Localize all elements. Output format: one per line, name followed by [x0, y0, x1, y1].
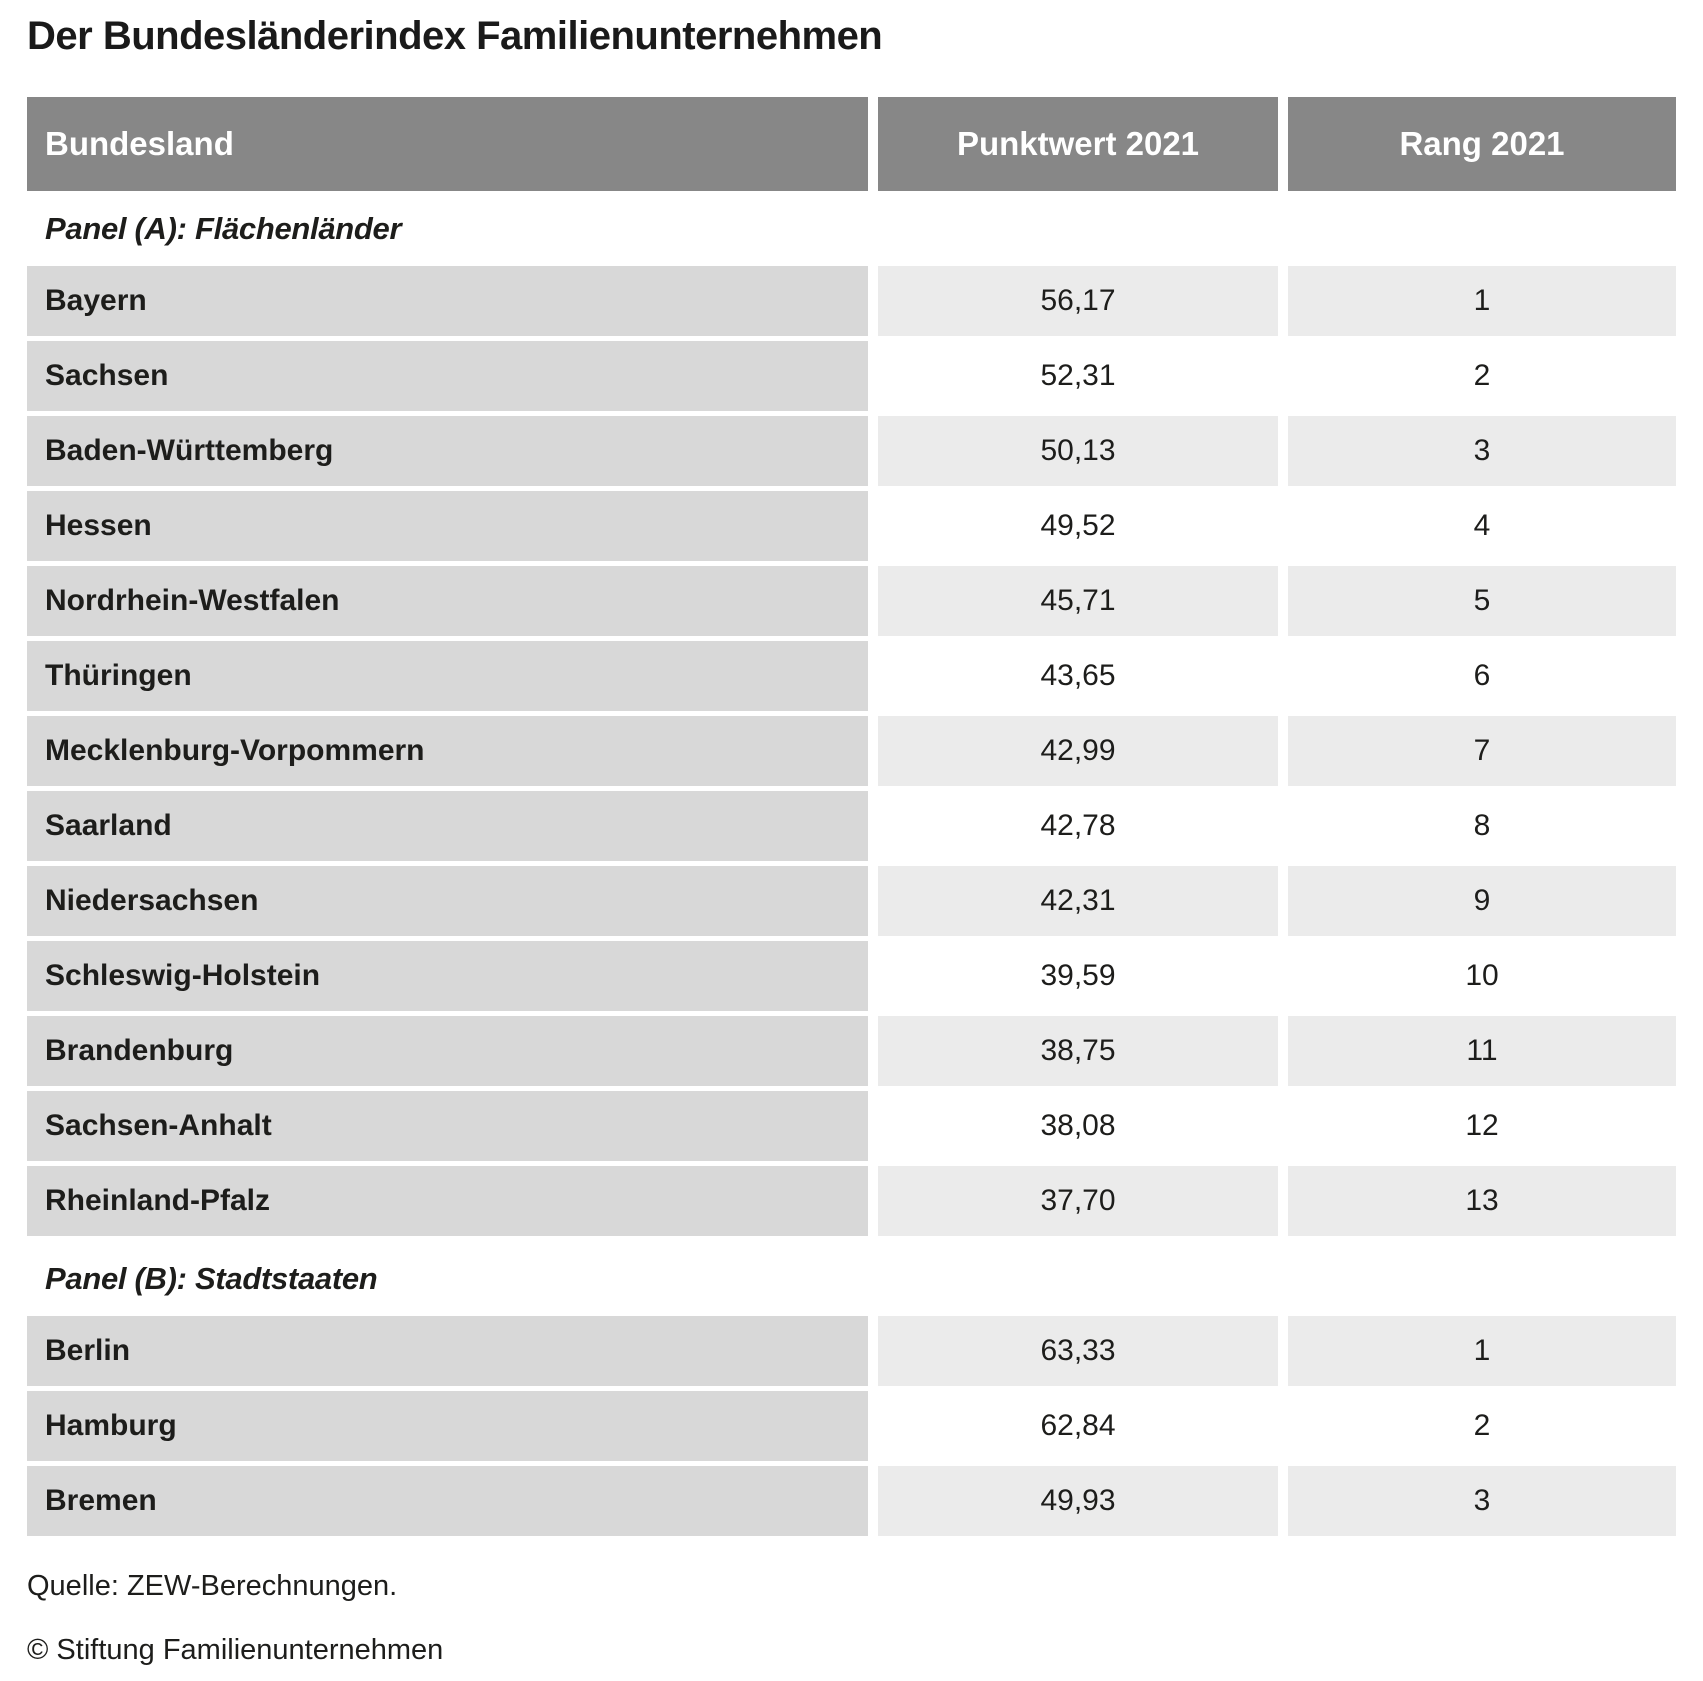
bundesland-name: Mecklenburg-Vorpommern [27, 716, 868, 786]
table-footer: Quelle: ZEW-Berechnungen. © Stiftung Fam… [27, 1570, 1676, 1666]
punktwert-value: 49,52 [878, 491, 1278, 561]
table-row: Berlin 63,33 1 [27, 1316, 1676, 1386]
bundesland-name: Sachsen-Anhalt [27, 1091, 868, 1161]
punktwert-value: 49,93 [878, 1466, 1278, 1536]
table-row: Brandenburg 38,75 11 [27, 1016, 1676, 1086]
column-header-rang: Rang 2021 [1288, 97, 1676, 191]
bundesland-name: Hamburg [27, 1391, 868, 1461]
bundesland-name: Baden-Württemberg [27, 416, 868, 486]
panel-a-rows: Bayern 56,17 1 Sachsen 52,31 2 Baden-Wür… [27, 266, 1676, 1236]
rang-value: 6 [1288, 641, 1676, 711]
table-row: Rheinland-Pfalz 37,70 13 [27, 1166, 1676, 1236]
punktwert-value: 45,71 [878, 566, 1278, 636]
table-row: Sachsen-Anhalt 38,08 12 [27, 1091, 1676, 1161]
rang-value: 10 [1288, 941, 1676, 1011]
table-row: Hessen 49,52 4 [27, 491, 1676, 561]
rang-value: 5 [1288, 566, 1676, 636]
punktwert-value: 62,84 [878, 1391, 1278, 1461]
panel-a-label: Panel (A): Flächenländer [45, 210, 402, 246]
table-row: Mecklenburg-Vorpommern 42,99 7 [27, 716, 1676, 786]
rang-value: 3 [1288, 1466, 1676, 1536]
bundesland-name: Saarland [27, 791, 868, 861]
bundesland-name: Niedersachsen [27, 866, 868, 936]
table-header-row: Bundesland Punktwert 2021 Rang 2021 [27, 97, 1676, 191]
rang-value: 1 [1288, 1316, 1676, 1386]
punktwert-value: 56,17 [878, 266, 1278, 336]
rang-value: 2 [1288, 341, 1676, 411]
punktwert-value: 42,78 [878, 791, 1278, 861]
punktwert-value: 42,99 [878, 716, 1278, 786]
bundesland-name: Rheinland-Pfalz [27, 1166, 868, 1236]
rang-value: 13 [1288, 1166, 1676, 1236]
bundesland-name: Nordrhein-Westfalen [27, 566, 868, 636]
rang-value: 7 [1288, 716, 1676, 786]
page-title: Der Bundesländerindex Familienunternehme… [27, 14, 883, 58]
punktwert-value: 38,75 [878, 1016, 1278, 1086]
rang-value: 1 [1288, 266, 1676, 336]
rang-value: 2 [1288, 1391, 1676, 1461]
table-row: Hamburg 62,84 2 [27, 1391, 1676, 1461]
panel-b-rows: Berlin 63,33 1 Hamburg 62,84 2 Bremen 49… [27, 1316, 1676, 1536]
table-row: Bremen 49,93 3 [27, 1466, 1676, 1536]
rang-value: 9 [1288, 866, 1676, 936]
panel-b-label: Panel (B): Stadtstaaten [45, 1260, 378, 1296]
rang-value: 4 [1288, 491, 1676, 561]
rang-value: 12 [1288, 1091, 1676, 1161]
rang-value: 8 [1288, 791, 1676, 861]
punktwert-value: 39,59 [878, 941, 1278, 1011]
table-row: Thüringen 43,65 6 [27, 641, 1676, 711]
source-note: Quelle: ZEW-Berechnungen. [27, 1570, 398, 1602]
punktwert-value: 63,33 [878, 1316, 1278, 1386]
table-row: Baden-Württemberg 50,13 3 [27, 416, 1676, 486]
column-header-punktwert: Punktwert 2021 [878, 97, 1278, 191]
bundesland-name: Hessen [27, 491, 868, 561]
bundesland-name: Schleswig-Holstein [27, 941, 868, 1011]
punktwert-value: 42,31 [878, 866, 1278, 936]
table-row: Bayern 56,17 1 [27, 266, 1676, 336]
punktwert-value: 37,70 [878, 1166, 1278, 1236]
bundeslaenderindex-table: Bundesland Punktwert 2021 Rang 2021 Pane… [27, 97, 1676, 1536]
bundesland-name: Thüringen [27, 641, 868, 711]
punktwert-value: 38,08 [878, 1091, 1278, 1161]
table-row: Saarland 42,78 8 [27, 791, 1676, 861]
table-row: Nordrhein-Westfalen 45,71 5 [27, 566, 1676, 636]
table-row: Niedersachsen 42,31 9 [27, 866, 1676, 936]
copyright-note: © Stiftung Familienunternehmen [27, 1634, 444, 1666]
table-row: Schleswig-Holstein 39,59 10 [27, 941, 1676, 1011]
bundesland-name: Bremen [27, 1466, 868, 1536]
bundesland-name: Berlin [27, 1316, 868, 1386]
column-header-bundesland: Bundesland [27, 97, 868, 191]
bundesland-name: Bayern [27, 266, 868, 336]
punktwert-value: 52,31 [878, 341, 1278, 411]
bundesland-name: Sachsen [27, 341, 868, 411]
rang-value: 3 [1288, 416, 1676, 486]
table-row: Sachsen 52,31 2 [27, 341, 1676, 411]
punktwert-value: 43,65 [878, 641, 1278, 711]
punktwert-value: 50,13 [878, 416, 1278, 486]
rang-value: 11 [1288, 1016, 1676, 1086]
bundesland-name: Brandenburg [27, 1016, 868, 1086]
